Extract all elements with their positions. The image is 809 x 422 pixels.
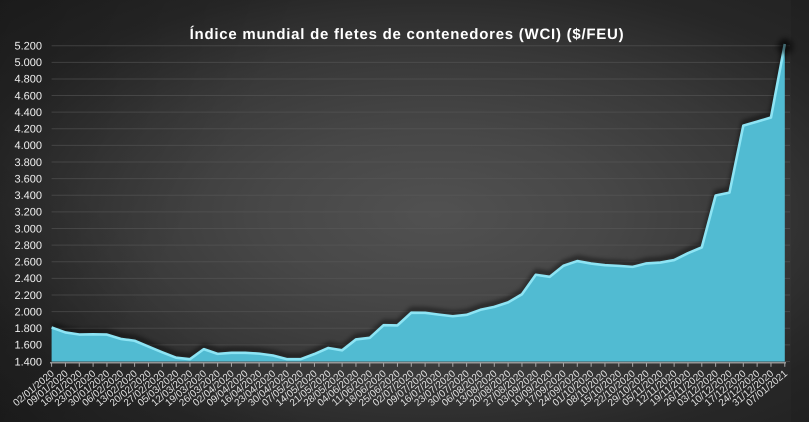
svg-text:3.000: 3.000 — [14, 223, 42, 235]
svg-text:4.600: 4.600 — [14, 90, 42, 102]
svg-text:2.200: 2.200 — [14, 290, 42, 302]
svg-text:3.200: 3.200 — [14, 207, 42, 219]
svg-text:5.200: 5.200 — [14, 41, 42, 53]
svg-text:2.800: 2.800 — [14, 240, 42, 252]
svg-text:3.400: 3.400 — [14, 190, 42, 202]
svg-text:1.600: 1.600 — [14, 340, 42, 352]
svg-text:Índice mundial de fletes de co: Índice mundial de fletes de contenedores… — [190, 25, 625, 43]
svg-text:4.400: 4.400 — [14, 107, 42, 119]
svg-text:2.600: 2.600 — [14, 257, 42, 269]
svg-text:1.400: 1.400 — [14, 356, 42, 368]
svg-text:5.000: 5.000 — [14, 57, 42, 69]
svg-text:1.800: 1.800 — [14, 323, 42, 335]
svg-text:2.400: 2.400 — [14, 273, 42, 285]
svg-text:4.800: 4.800 — [14, 74, 42, 86]
svg-text:3.800: 3.800 — [14, 157, 42, 169]
svg-text:3.600: 3.600 — [14, 173, 42, 185]
svg-text:4.000: 4.000 — [14, 140, 42, 152]
svg-text:4.200: 4.200 — [14, 124, 42, 136]
svg-text:2.000: 2.000 — [14, 306, 42, 318]
